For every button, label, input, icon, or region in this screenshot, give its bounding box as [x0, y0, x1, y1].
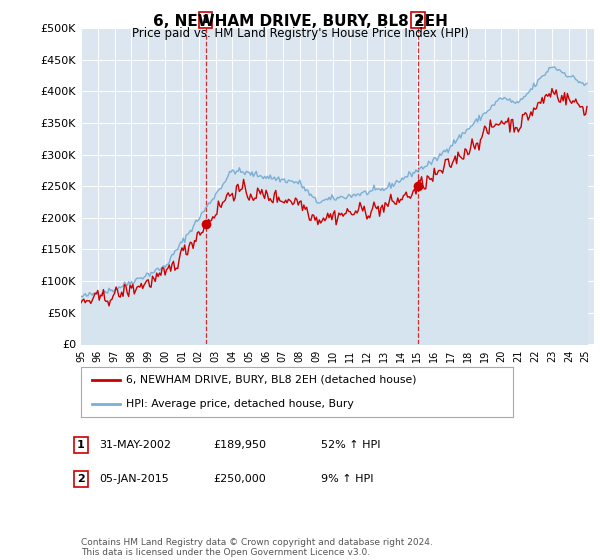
Text: 31-MAY-2002: 31-MAY-2002	[99, 440, 171, 450]
Text: 05-JAN-2015: 05-JAN-2015	[99, 474, 169, 484]
Text: 9% ↑ HPI: 9% ↑ HPI	[321, 474, 373, 484]
Text: 6, NEWHAM DRIVE, BURY, BL8 2EH: 6, NEWHAM DRIVE, BURY, BL8 2EH	[152, 14, 448, 29]
Text: Contains HM Land Registry data © Crown copyright and database right 2024.
This d: Contains HM Land Registry data © Crown c…	[81, 538, 433, 557]
Text: 1: 1	[202, 15, 209, 25]
Text: 6, NEWHAM DRIVE, BURY, BL8 2EH (detached house): 6, NEWHAM DRIVE, BURY, BL8 2EH (detached…	[127, 375, 417, 385]
Text: 1: 1	[77, 440, 85, 450]
Text: £189,950: £189,950	[213, 440, 266, 450]
Text: £250,000: £250,000	[213, 474, 266, 484]
Text: 2: 2	[414, 15, 422, 25]
Text: 2: 2	[77, 474, 85, 484]
Text: HPI: Average price, detached house, Bury: HPI: Average price, detached house, Bury	[127, 399, 354, 409]
Text: Price paid vs. HM Land Registry's House Price Index (HPI): Price paid vs. HM Land Registry's House …	[131, 27, 469, 40]
Text: 52% ↑ HPI: 52% ↑ HPI	[321, 440, 380, 450]
